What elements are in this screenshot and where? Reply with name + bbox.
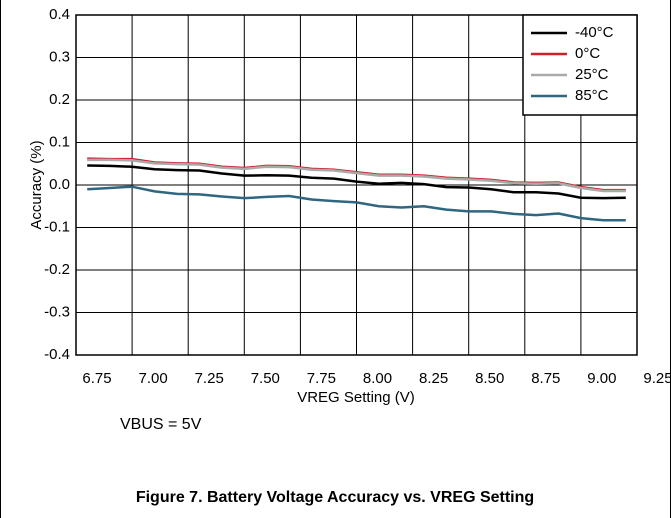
legend-label: -40°C	[575, 24, 614, 41]
legend-label: 0°C	[575, 45, 600, 62]
annotation: VBUS = 5V	[120, 416, 202, 433]
y-tick-label: 0.3	[49, 48, 70, 65]
y-tick-label: 0.4	[49, 6, 70, 23]
caption: Figure 7. Battery Voltage Accuracy vs. V…	[136, 489, 534, 506]
x-tick-label: 7.25	[195, 370, 224, 387]
legend-label: 25°C	[575, 66, 609, 83]
y-tick-label: -0.4	[44, 346, 70, 363]
x-axis-label: VREG Setting (V)	[297, 389, 415, 406]
x-tick-label: 8.50	[475, 370, 504, 387]
y-tick-label: -0.1	[44, 218, 70, 235]
x-tick-label: 6.75	[82, 370, 111, 387]
y-tick-label: -0.2	[44, 261, 70, 278]
plot-frame	[75, 14, 638, 356]
legend-label: 85°C	[575, 87, 609, 104]
x-tick-label: 9.25	[643, 370, 671, 387]
legend-box	[522, 14, 638, 116]
y-tick-label: 0.2	[49, 91, 70, 108]
x-tick-label: 9.00	[587, 370, 616, 387]
x-tick-label: 7.00	[138, 370, 167, 387]
y-tick-label: 0.0	[49, 176, 70, 193]
y-axis-label: Accuracy (%)	[28, 140, 45, 229]
y-tick-label: 0.1	[49, 133, 70, 150]
series-line	[87, 158, 626, 193]
series-line	[87, 185, 626, 222]
x-tick-label: 7.50	[251, 370, 280, 387]
x-tick-label: 8.25	[419, 370, 448, 387]
x-tick-label: 7.75	[307, 370, 336, 387]
x-tick-label: 8.00	[363, 370, 392, 387]
x-tick-label: 8.75	[531, 370, 560, 387]
series-line	[87, 164, 626, 200]
y-tick-label: -0.3	[44, 303, 70, 320]
